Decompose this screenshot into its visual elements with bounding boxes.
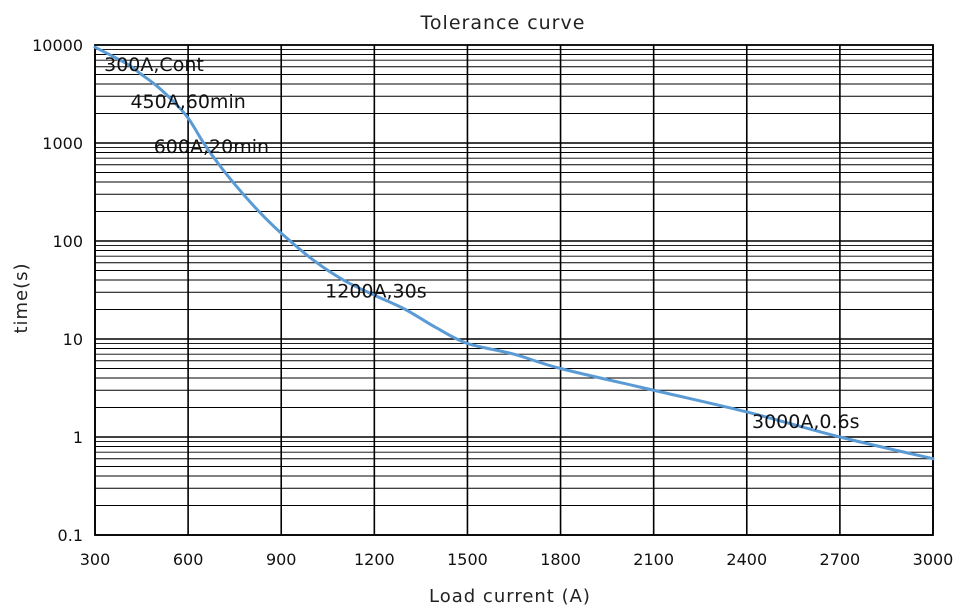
x-tick-label: 3000: [913, 550, 954, 569]
x-tick-label: 300: [80, 550, 111, 569]
curve-annotation: 1200A,30s: [325, 281, 426, 303]
plot-frame: [94, 44, 934, 536]
curve-annotation: 300A,Cont: [104, 54, 204, 76]
x-tick-label: 1200: [354, 550, 395, 569]
y-tick-label: 10000: [32, 36, 83, 55]
y-tick-label: 100: [52, 232, 83, 251]
y-axis-label: time(s): [11, 262, 32, 333]
y-tick-label: 0.1: [58, 526, 83, 545]
curve-layer: [93, 45, 935, 461]
x-tick-label: 2400: [726, 550, 767, 569]
x-axis-label: Load current (A): [429, 586, 591, 607]
x-tick-label: 1500: [447, 550, 488, 569]
curve-annotation: 3000A,0.6s: [752, 411, 860, 433]
y-tick-label: 1000: [42, 134, 83, 153]
x-tick-label: 2700: [820, 550, 861, 569]
y-tick-label: 10: [63, 330, 83, 349]
tolerance-curve-line: [93, 45, 935, 461]
x-tick-label: 600: [173, 550, 204, 569]
curve-annotations: 300A,Cont 450A,60min 600A,20min 1200A,30s 30…: [104, 54, 859, 433]
grid-lines: [94, 45, 934, 536]
y-axis-ticks: 0.1 1 10 100 1000 10000: [32, 36, 83, 545]
x-tick-label: 900: [266, 550, 297, 569]
curve-annotation: 600A,20min: [154, 136, 269, 158]
x-tick-label: 2100: [633, 550, 674, 569]
x-tick-label: 1800: [540, 550, 581, 569]
curve-annotation: 450A,60min: [130, 91, 245, 113]
chart-title: Tolerance curve: [420, 12, 586, 34]
x-axis-ticks: 300 600 900 1200 1500 1800 2100 2400 2700 3000: [80, 550, 954, 569]
y-tick-label: 1: [73, 428, 83, 447]
